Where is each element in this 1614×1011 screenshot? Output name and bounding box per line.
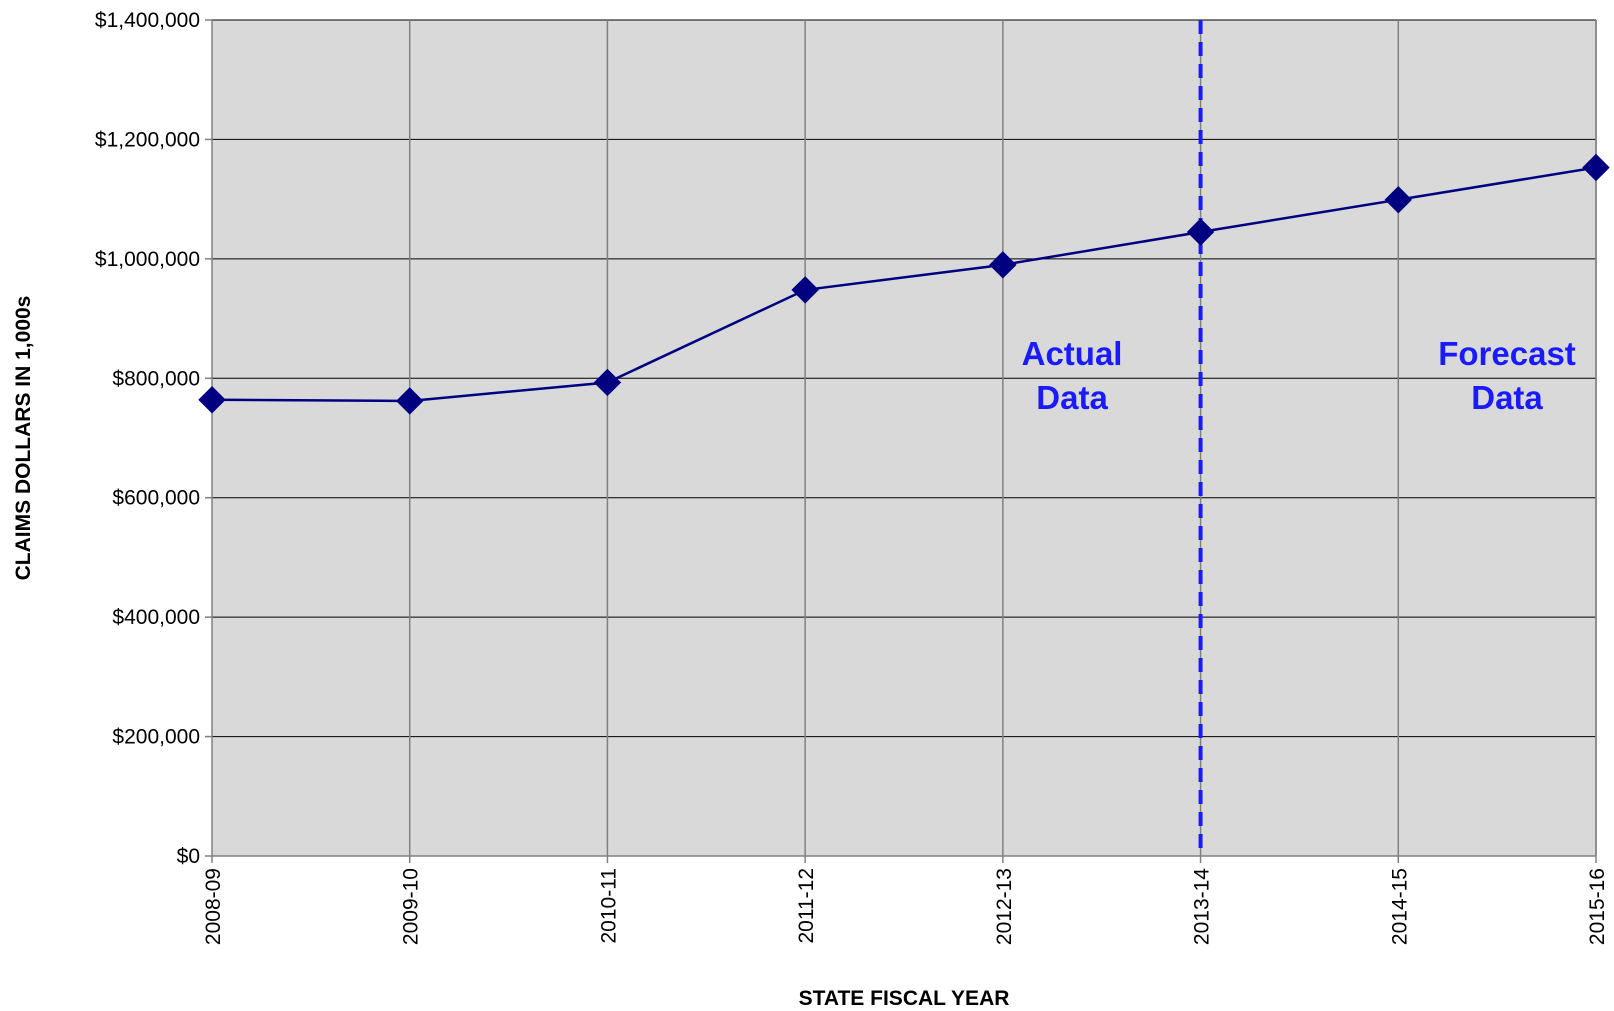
x-tick-label: 2015-16 — [1586, 868, 1609, 945]
x-tick-labels: 2008-09 2009-10 2010-11 2011-12 2012-13 2013-… — [202, 868, 1609, 945]
data-point — [593, 368, 622, 397]
annotations: Actual Data Forecast Data — [1022, 335, 1576, 416]
y-tick-label: $0 — [177, 845, 200, 868]
data-point — [1582, 153, 1610, 182]
annotation-text: Data — [1471, 379, 1543, 416]
data-point — [1186, 218, 1215, 246]
x-tick-label: 2013-14 — [1191, 868, 1214, 945]
annotation-text: Actual — [1022, 335, 1123, 372]
y-tick-label: $200,000 — [112, 726, 200, 749]
y-axis-title: CLAIMS DOLLARS IN 1,000s — [12, 296, 35, 581]
x-tick-label: 2010-11 — [597, 868, 620, 944]
data-point — [989, 251, 1017, 279]
x-tick-label: 2011-12 — [795, 868, 818, 944]
series-line — [211, 166, 1597, 403]
x-axis-title: STATE FISCAL YEAR — [799, 987, 1010, 1010]
y-tick-label: $1,000,000 — [95, 248, 200, 271]
y-tick-label: $1,200,000 — [95, 128, 200, 151]
x-tick-label: 2014-15 — [1388, 868, 1411, 945]
plot-area — [212, 20, 1596, 856]
y-tick-label: $400,000 — [112, 606, 200, 629]
data-point — [791, 276, 819, 304]
y-tick-label: $800,000 — [112, 367, 200, 390]
x-tick-label: 2012-13 — [993, 868, 1016, 945]
annotation-text: Forecast — [1438, 335, 1576, 372]
y-tick-labels: $0 $200,000 $400,000 $600,000 $800,000 $1,000… — [95, 9, 200, 868]
x-tick-label: 2008-09 — [202, 868, 225, 945]
data-point — [396, 387, 424, 415]
y-tick-label: $600,000 — [112, 487, 200, 510]
x-tick-label: 2009-10 — [400, 868, 423, 945]
data-point — [198, 386, 226, 414]
series-claims — [198, 153, 1610, 415]
data-point — [1384, 186, 1412, 214]
annotation-text: Data — [1036, 379, 1108, 416]
y-tick-label: $1,400,000 — [95, 9, 200, 32]
